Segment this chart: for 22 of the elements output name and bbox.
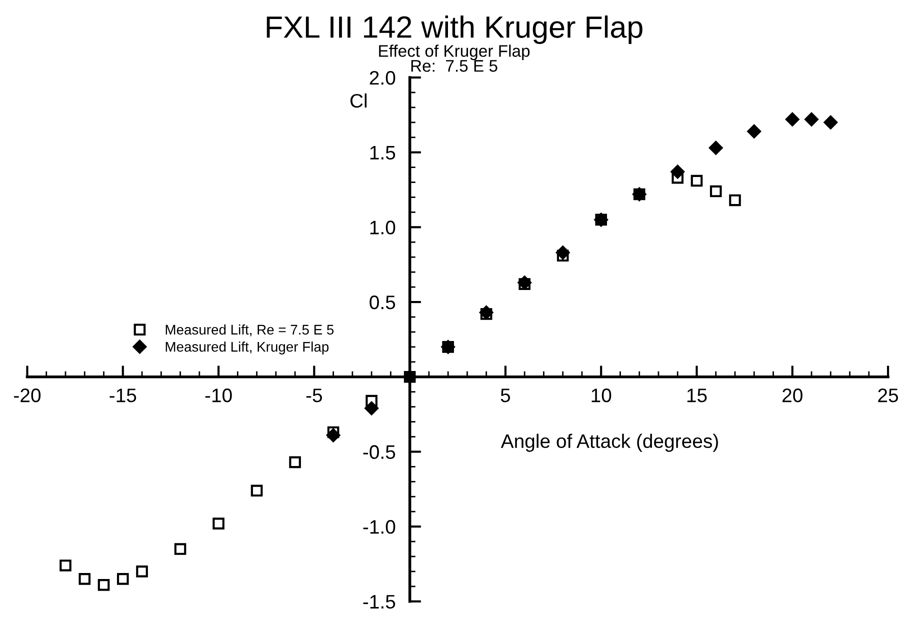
y-tick-label: -0.5 bbox=[363, 445, 396, 459]
y-tick-label: 0.5 bbox=[370, 295, 396, 310]
x-tick-label: -5 bbox=[306, 388, 322, 402]
legend-label: Measured Lift, Kruger Flap bbox=[166, 342, 329, 354]
y-tick-label: -1.0 bbox=[363, 520, 396, 534]
x-tick-label: 15 bbox=[687, 388, 707, 402]
y-tick-label: 1.0 bbox=[370, 220, 396, 234]
y-tick-label: -1.5 bbox=[363, 595, 396, 609]
chart-title: FXL III 142 with Kruger Flap bbox=[266, 16, 642, 44]
x-tick-label: 10 bbox=[592, 388, 612, 402]
x-tick-label: -15 bbox=[110, 388, 136, 402]
legend-label: Measured Lift, Re = 7.5 E 5 bbox=[166, 324, 334, 336]
x-tick-label: 20 bbox=[782, 388, 802, 402]
y-axis-title: Cl bbox=[350, 93, 367, 108]
x-axis-title: Angle of Attack (degrees) bbox=[500, 434, 718, 452]
x-tick-label: -20 bbox=[14, 388, 41, 402]
x-tick-label: -10 bbox=[205, 388, 232, 402]
y-tick-label: 2.0 bbox=[370, 70, 396, 85]
chart-subtitle: Effect of Kruger Flap Re: 7.5 E 5 bbox=[379, 44, 530, 72]
x-tick-label: 5 bbox=[500, 388, 510, 402]
x-tick-label: 25 bbox=[878, 388, 898, 402]
y-tick-label: 1.5 bbox=[370, 146, 396, 160]
